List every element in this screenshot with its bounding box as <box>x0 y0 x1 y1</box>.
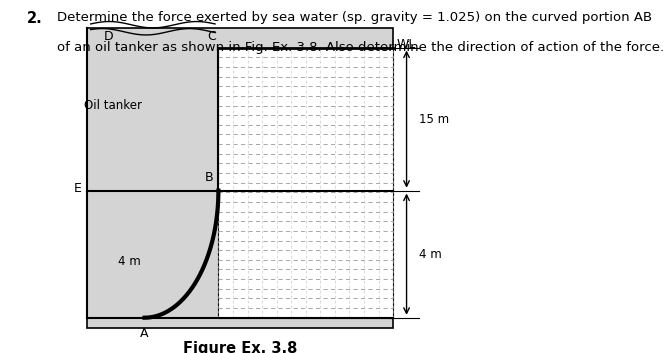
Text: A: A <box>140 327 149 340</box>
Text: E: E <box>74 183 82 195</box>
Bar <box>87 28 393 328</box>
Text: Determine the force exerted by sea water (sp. gravity = 1.025) on the curved por: Determine the force exerted by sea water… <box>57 11 653 24</box>
Text: 4 m: 4 m <box>118 255 141 268</box>
Text: D: D <box>104 30 114 43</box>
Bar <box>218 48 393 318</box>
Text: B: B <box>204 171 213 184</box>
Text: C: C <box>207 30 216 43</box>
Text: WL: WL <box>396 38 416 51</box>
Text: Oil tanker: Oil tanker <box>84 98 142 112</box>
Text: of an oil tanker as shown in Fig. Ex. 3.8. Also determine the direction of actio: of an oil tanker as shown in Fig. Ex. 3.… <box>57 41 664 54</box>
Text: 15 m: 15 m <box>419 113 449 126</box>
Text: 4 m: 4 m <box>419 248 442 261</box>
Text: Figure Ex. 3.8: Figure Ex. 3.8 <box>183 341 298 353</box>
Text: 2.: 2. <box>27 11 42 25</box>
